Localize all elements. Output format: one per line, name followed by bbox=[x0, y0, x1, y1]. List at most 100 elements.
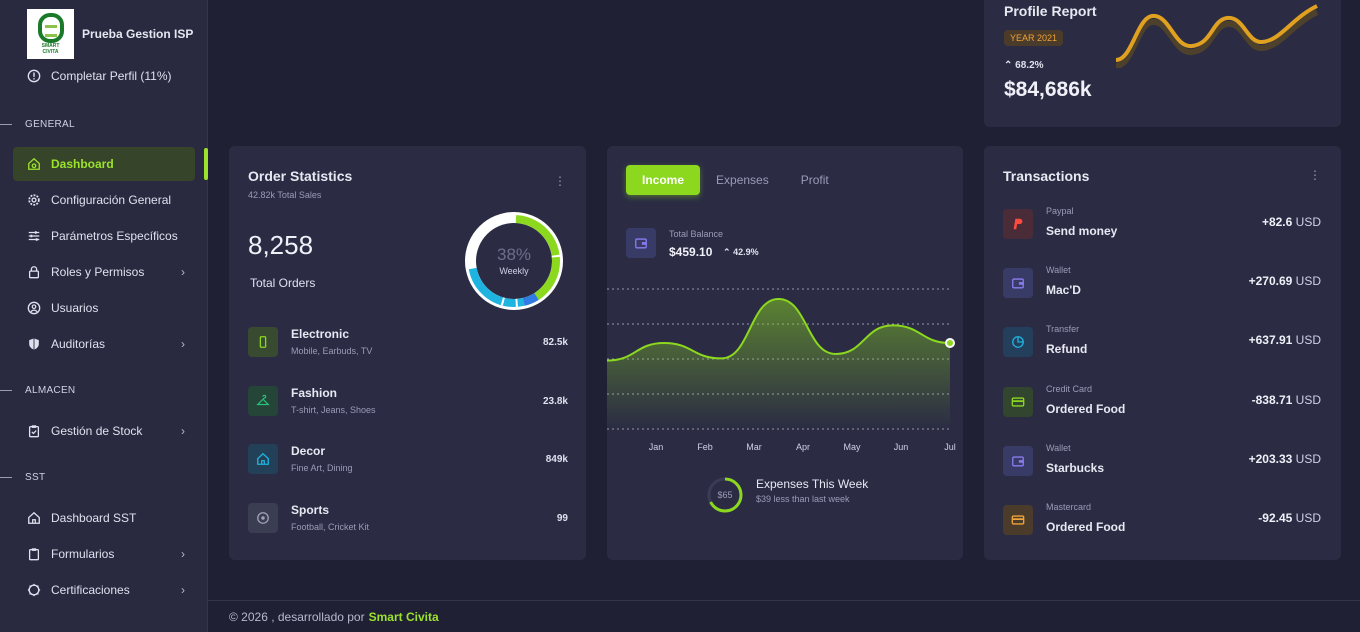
category-value: 99 bbox=[556, 513, 568, 524]
sidebar-item-label: Usuarios bbox=[51, 301, 99, 315]
arrow-up-icon: ⌃ bbox=[1004, 60, 1013, 71]
footer-text: © 2026 , desarrollado por bbox=[229, 609, 365, 624]
section-sst: SST bbox=[0, 472, 45, 483]
active-indicator bbox=[204, 148, 208, 180]
sidebar-item-label: Dashboard SST bbox=[51, 511, 137, 525]
arrow-up-icon: ⌃ bbox=[723, 247, 731, 257]
year-badge: YEAR 2021 bbox=[1004, 30, 1064, 46]
category-value: 23.8k bbox=[542, 396, 568, 407]
mobile-icon bbox=[248, 327, 278, 357]
expenses-this-week-sub: $39 less than last week bbox=[756, 494, 850, 504]
chevron-right-icon: › bbox=[181, 337, 185, 351]
category-name: Sports bbox=[291, 503, 330, 517]
sidebar-item-label: Parámetros Específicos bbox=[51, 229, 178, 243]
sidebar-item-auditorias[interactable]: Auditorías › bbox=[13, 327, 195, 361]
logo-mark-icon bbox=[37, 13, 64, 43]
category-name: Fashion bbox=[291, 386, 338, 400]
expenses-progress-ring: $65 bbox=[707, 477, 743, 513]
home-icon bbox=[27, 511, 41, 525]
footer: © 2026 , desarrollado por Smart Civita bbox=[208, 600, 1360, 632]
x-tick-label: Feb bbox=[697, 442, 713, 452]
transaction-row: Credit Card Ordered Food -838.71 USD bbox=[1003, 382, 1321, 422]
user-circle-icon bbox=[27, 301, 41, 315]
category-sub: T-shirt, Jeans, Shoes bbox=[291, 405, 376, 415]
brand-logo: SMART CIVITA bbox=[27, 9, 74, 59]
x-tick-label: Mar bbox=[746, 442, 762, 452]
hanger-icon bbox=[248, 386, 278, 416]
sidebar-item-label: Dashboard bbox=[51, 157, 114, 171]
wallet-icon bbox=[626, 228, 656, 258]
transaction-desc: Mac'D bbox=[1046, 283, 1081, 298]
transaction-desc: Ordered Food bbox=[1046, 401, 1126, 416]
sidebar-item-configuracion[interactable]: Configuración General bbox=[13, 183, 195, 217]
more-options-icon[interactable]: ⋮ bbox=[554, 174, 566, 188]
total-balance-value: $459.10 bbox=[669, 245, 713, 259]
total-orders-value: 8,258 bbox=[248, 230, 314, 260]
clipboard-icon bbox=[27, 547, 41, 561]
category-row: Sports Football, Cricket Kit 99 bbox=[248, 501, 568, 535]
credit-card-icon bbox=[1003, 505, 1033, 535]
chevron-right-icon: › bbox=[181, 583, 185, 597]
logo-text-1: SMART bbox=[41, 43, 60, 49]
transaction-amount: +203.33 USD bbox=[1248, 451, 1321, 466]
sidebar-item-label: Certificaciones bbox=[51, 583, 130, 597]
income-card: Income Expenses Profit Total Balance $45… bbox=[607, 146, 963, 560]
transaction-kind: Wallet bbox=[1046, 442, 1071, 453]
category-sub: Mobile, Earbuds, TV bbox=[291, 346, 373, 356]
income-series-line bbox=[607, 297, 951, 362]
sidebar-item-parametros[interactable]: Parámetros Específicos bbox=[13, 219, 195, 253]
tab-expenses[interactable]: Expenses bbox=[716, 173, 769, 187]
sidebar-item-certificaciones[interactable]: Certificaciones › bbox=[13, 573, 195, 607]
brand[interactable]: SMART CIVITA Prueba Gestion ISP bbox=[27, 9, 193, 59]
logo-text-2: CIVITA bbox=[42, 49, 59, 55]
sidebar-item-label: Roles y Permisos bbox=[51, 265, 145, 279]
category-name: Electronic bbox=[291, 327, 350, 341]
wallet-icon bbox=[1003, 445, 1033, 476]
income-series-area bbox=[607, 299, 950, 429]
section-general: GENERAL bbox=[0, 119, 75, 130]
wallet-icon bbox=[1003, 268, 1033, 299]
category-value: 82.5k bbox=[542, 337, 568, 348]
category-row: Fashion T-shirt, Jeans, Shoes 23.8k bbox=[248, 384, 568, 418]
transaction-row: Mastercard Ordered Food -92.45 USD bbox=[1003, 500, 1321, 540]
lock-icon bbox=[27, 265, 41, 279]
transaction-kind: Wallet bbox=[1046, 265, 1071, 276]
category-sub: Football, Cricket Kit bbox=[291, 522, 370, 532]
gear-icon bbox=[27, 193, 41, 207]
transaction-row: Wallet Mac'D +270.69 USD bbox=[1003, 263, 1321, 303]
sliders-icon bbox=[27, 229, 41, 243]
sidebar-item-dashboard[interactable]: Dashboard bbox=[13, 147, 195, 181]
sidebar-item-label: Gestión de Stock bbox=[51, 424, 143, 438]
sidebar: SMART CIVITA Prueba Gestion ISP Completa… bbox=[0, 0, 208, 632]
more-options-icon[interactable]: ⋮ bbox=[1309, 168, 1321, 182]
tab-profit[interactable]: Profit bbox=[800, 173, 829, 187]
total-orders-label: Total Orders bbox=[250, 276, 316, 290]
order-statistics-title: Order Statistics bbox=[248, 168, 353, 184]
x-tick-label: Jun bbox=[894, 442, 909, 452]
category-name: Decor bbox=[291, 444, 326, 458]
sidebar-item-roles[interactable]: Roles y Permisos › bbox=[13, 255, 195, 289]
brand-name: Prueba Gestion ISP bbox=[82, 27, 194, 41]
sidebar-item-label: Auditorías bbox=[51, 337, 106, 351]
profile-report-card: Profile Report YEAR 2021 ⌃ 68.2% $84,686… bbox=[984, 0, 1341, 127]
tab-income[interactable]: Income bbox=[626, 165, 701, 195]
sidebar-item-stock[interactable]: Gestión de Stock › bbox=[13, 414, 195, 448]
sidebar-item-formularios[interactable]: Formularios › bbox=[13, 537, 195, 571]
x-tick-label: Apr bbox=[796, 442, 810, 452]
transaction-row: Transfer Refund +637.91 USD bbox=[1003, 322, 1321, 362]
category-sub: Fine Art, Dining bbox=[291, 463, 353, 473]
order-statistics-subtitle: 42.82k Total Sales bbox=[248, 190, 322, 200]
sidebar-item-dashboard-sst[interactable]: Dashboard SST bbox=[13, 501, 195, 535]
sidebar-item-label: Formularios bbox=[51, 547, 115, 561]
clipboard-icon bbox=[27, 424, 41, 438]
transaction-amount: +82.6 USD bbox=[1261, 215, 1321, 229]
transactions-title: Transactions bbox=[1003, 168, 1090, 184]
transactions-card: Transactions ⋮ Paypal Send money +82.6 USD… bbox=[984, 146, 1341, 560]
sidebar-item-usuarios[interactable]: Usuarios bbox=[13, 291, 195, 325]
complete-profile-link[interactable]: Completar Perfil (11%) bbox=[27, 69, 171, 83]
profile-report-title: Profile Report bbox=[1004, 3, 1097, 19]
chevron-right-icon: › bbox=[181, 265, 185, 279]
profile-report-sparkline bbox=[1115, 4, 1319, 68]
x-tick-label: Jan bbox=[649, 442, 664, 452]
footer-brand-link[interactable]: Smart Civita bbox=[368, 609, 439, 624]
